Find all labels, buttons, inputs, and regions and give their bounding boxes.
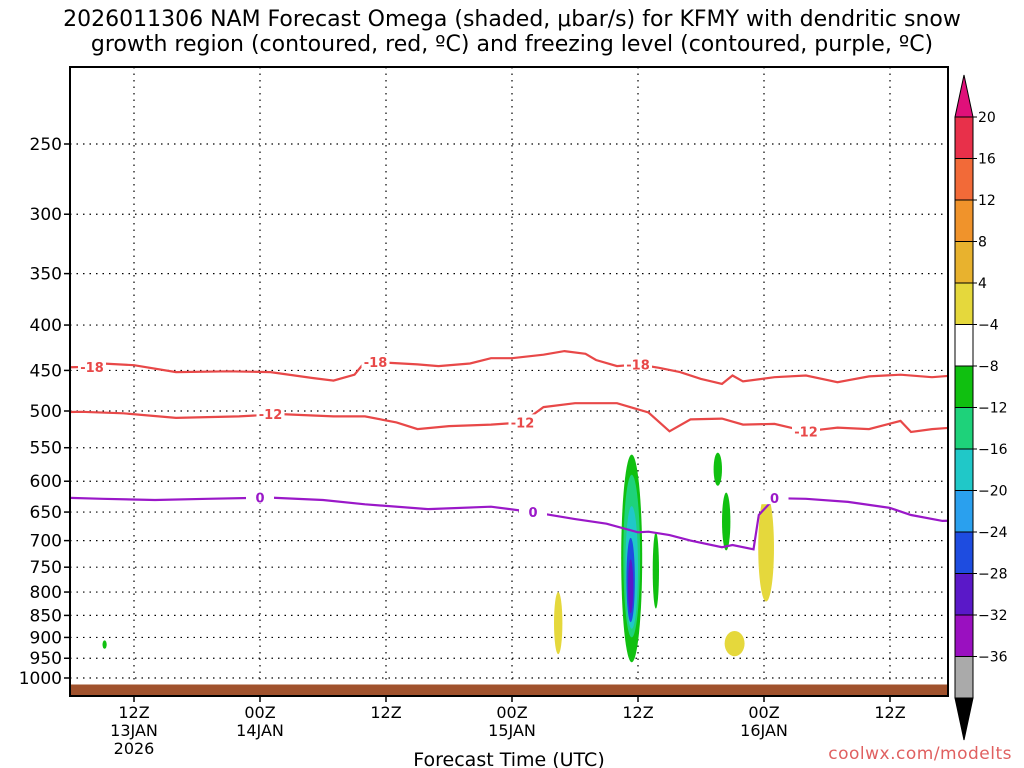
omega-cell-6 [713, 452, 722, 486]
contour-label-bg-0-1 [519, 504, 547, 519]
y-tick-label-450: 450 [30, 361, 62, 381]
colorbar-band-0 [954, 116, 974, 159]
colorbar-label-9: −20 [978, 484, 1008, 500]
colorbar-band-8 [954, 448, 974, 491]
y-tick-label-750: 750 [30, 558, 62, 578]
y-tick-label-650: 650 [30, 503, 62, 523]
contour-label--18-0: -18 [80, 361, 104, 376]
contour-0 [70, 496, 948, 551]
source-credit: coolwx.com/modelts [828, 744, 1012, 764]
x-tick-date-6: 13JAN [110, 721, 158, 740]
omega-cell-11 [724, 630, 745, 657]
colorbar-band-6 [954, 365, 974, 408]
colorbar-label-8: −16 [978, 442, 1008, 458]
chart-title-line-2: growth region (contoured, red, ºC) and f… [90, 32, 934, 57]
omega-cell-9 [554, 592, 563, 655]
contour-label-bg--12-1 [508, 414, 537, 429]
x-tick-label-42: 00Z [496, 703, 527, 722]
contour-label--12-1: -12 [511, 416, 535, 431]
contour-label-bg-0-2 [760, 490, 789, 505]
contour-label-bg--18-0 [78, 358, 106, 373]
colorbar-band-10 [954, 531, 974, 574]
contour-label--18-2: -18 [626, 358, 650, 373]
y-tick-label-1000: 1000 [19, 669, 62, 689]
colorbar-band-1 [954, 158, 974, 201]
plot-frame [69, 66, 949, 697]
y-tick-label-950: 950 [30, 649, 62, 669]
colorbar-band-2 [954, 199, 974, 242]
y-tick-label-300: 300 [30, 205, 62, 225]
x-tick-label-54: 12Z [622, 703, 653, 722]
y-tick-label-400: 400 [30, 316, 62, 336]
terrain-surface [70, 684, 948, 696]
x-tick-year-6: 2026 [114, 739, 155, 758]
y-tick-label-700: 700 [30, 532, 62, 552]
omega-cell-4 [628, 559, 634, 614]
colorbar-label-0: 20 [978, 110, 996, 126]
omega-cell-5 [652, 532, 659, 609]
x-axis-label: Forecast Time (UTC) [413, 749, 604, 768]
y-tick-label-550: 550 [30, 439, 62, 459]
contour-label--12-2: -12 [794, 425, 818, 440]
colorbar-label-2: 12 [978, 193, 996, 209]
x-tick-date-66: 16JAN [740, 721, 788, 740]
colorbar-label-13: −36 [978, 650, 1008, 666]
contour-label-0-0: 0 [255, 492, 264, 507]
contour-label-bg--12-2 [792, 423, 820, 438]
contour-label-0-2: 0 [770, 492, 779, 507]
colorbar-label-12: −32 [978, 608, 1008, 624]
colorbar-band-12 [954, 614, 974, 657]
colorbar-band-5 [954, 324, 974, 367]
y-tick-label-600: 600 [30, 472, 62, 492]
x-tick-label-18: 00Z [244, 703, 275, 722]
colorbar-over-triangle [954, 74, 974, 118]
colorbar-band-4 [954, 282, 974, 325]
omega-cell-7 [722, 492, 731, 551]
x-tick-label-66: 00Z [748, 703, 779, 722]
colorbar-label-1: 16 [978, 152, 996, 168]
colorbar-label-4: 4 [978, 276, 987, 292]
y-tick-label-900: 900 [30, 628, 62, 648]
colorbar-band-11 [954, 573, 974, 616]
contour-label-bg--18-1 [361, 353, 390, 368]
contour-label--12-0: -12 [259, 408, 283, 423]
contour-label-bg--18-2 [624, 356, 652, 371]
y-tick-label-350: 350 [30, 265, 62, 285]
colorbar-band-13 [954, 656, 974, 699]
contour-label-bg--12-0 [256, 406, 285, 421]
x-tick-label-6: 12Z [118, 703, 149, 722]
chart-title-line-1: 2026011306 NAM Forecast Omega (shaded, μ… [63, 7, 961, 32]
colorbar-label-5: −4 [978, 318, 999, 334]
colorbar-band-3 [954, 241, 974, 284]
x-tick-label-78: 12Z [874, 703, 905, 722]
y-tick-label-250: 250 [30, 135, 62, 155]
x-tick-date-42: 15JAN [488, 721, 536, 740]
colorbar-label-3: 8 [978, 235, 987, 251]
colorbar-label-11: −28 [978, 567, 1008, 583]
y-tick-label-800: 800 [30, 583, 62, 603]
colorbar-label-7: −12 [978, 401, 1008, 417]
y-tick-label-850: 850 [30, 606, 62, 626]
colorbar-label-6: −8 [978, 359, 999, 375]
colorbar-under-triangle [954, 697, 974, 741]
omega-cell-10 [758, 493, 774, 602]
omega-cell-8 [102, 640, 107, 649]
colorbar-label-10: −24 [978, 525, 1008, 541]
contour--18 [70, 349, 948, 386]
contour-label--18-1: -18 [364, 356, 388, 371]
y-tick-label-500: 500 [30, 402, 62, 422]
x-tick-label-30: 12Z [370, 703, 401, 722]
contour-label-bg-0-0 [246, 489, 274, 504]
colorbar-band-7 [954, 407, 974, 450]
x-tick-date-18: 14JAN [236, 721, 284, 740]
colorbar-band-9 [954, 490, 974, 533]
contour-label-0-1: 0 [528, 506, 537, 521]
plot-area: -18 -18 -18 -12 -12 -12 0 0 0 [70, 67, 948, 696]
